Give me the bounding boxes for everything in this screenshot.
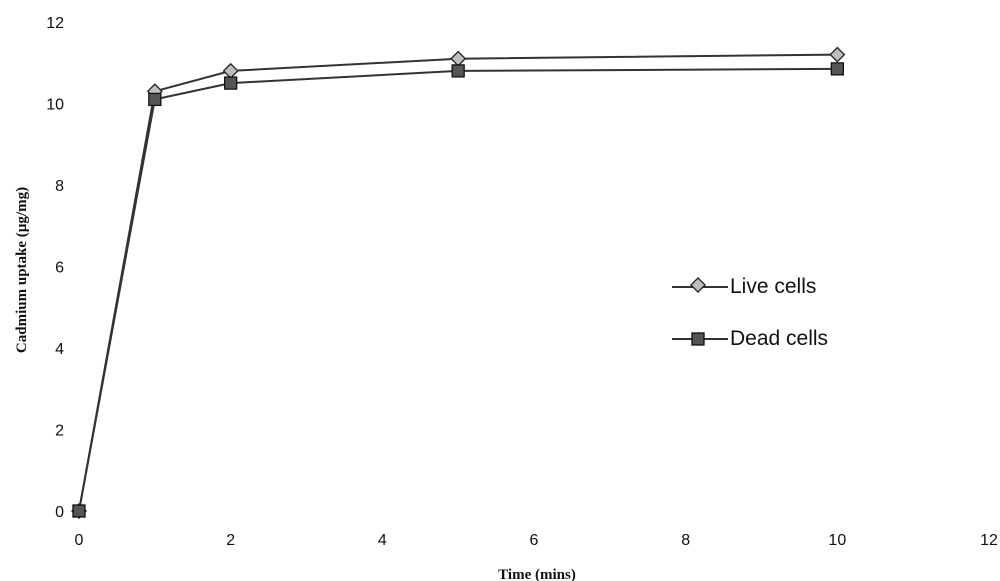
y-tick-label: 0: [55, 504, 64, 521]
x-tick-label: 6: [530, 532, 539, 549]
x-tick-label: 4: [378, 532, 387, 549]
y-tick-label: 6: [55, 260, 64, 277]
y-tick-label: 12: [46, 15, 64, 32]
x-tick-label: 10: [828, 532, 846, 549]
legend-item-live-cells: Live cells: [672, 275, 816, 298]
series-layer: [71, 46, 846, 519]
data-point-live-cells: [450, 50, 467, 67]
x-tick-label: 8: [681, 532, 690, 549]
x-tick-labels: 0 2 4 6 8 10 12: [75, 532, 998, 549]
series-dead-cells: [72, 62, 844, 518]
series-line-dead-cells: [78, 67, 838, 512]
data-point-dead-cells: [148, 92, 162, 107]
legend-label-dead-cells: Dead cells: [730, 327, 828, 350]
y-tick-label: 2: [55, 423, 64, 440]
legend-item-dead-cells: Dead cells: [672, 327, 828, 350]
x-tick-label: 12: [980, 532, 998, 549]
legend-label-live-cells: Live cells: [730, 275, 816, 298]
series-live-cells: [71, 46, 846, 519]
data-point-dead-cells: [72, 504, 86, 518]
series-line-live-cells: [78, 53, 838, 512]
data-point-live-cells: [829, 46, 846, 63]
data-point-dead-cells: [830, 62, 844, 76]
y-axis-label: Cadmium uptake (µg/mg): [14, 187, 30, 353]
data-point-dead-cells: [224, 76, 238, 90]
y-tick-label: 8: [55, 178, 64, 195]
legend-marker-live-cells: [690, 277, 706, 293]
data-point-live-cells: [222, 62, 239, 79]
legend: Live cells Dead cells: [672, 275, 828, 350]
legend-marker-dead-cells: [691, 332, 705, 346]
x-tick-label: 2: [226, 532, 235, 549]
x-axis-label: Time (mins): [498, 567, 576, 581]
y-tick-labels: 0 2 4 6 8 10 12: [46, 15, 64, 521]
y-tick-label: 4: [55, 341, 64, 358]
x-tick-label: 0: [75, 532, 84, 549]
data-point-dead-cells: [451, 64, 465, 78]
y-tick-label: 10: [46, 97, 64, 114]
